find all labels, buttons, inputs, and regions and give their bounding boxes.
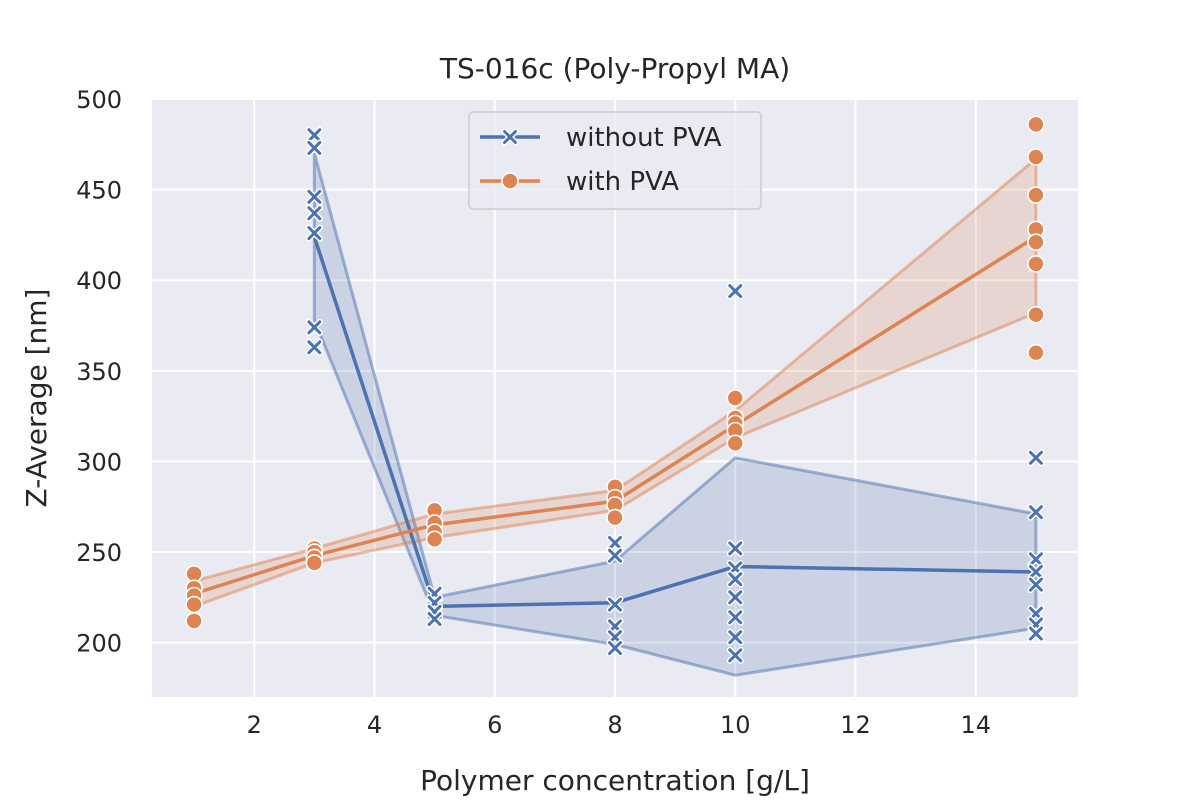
data-points (185, 115, 1045, 664)
data-point-without-pva (1027, 625, 1045, 643)
y-tick-label: 200 (76, 630, 122, 658)
data-point-with-pva (1027, 186, 1045, 204)
data-point-with-pva (185, 595, 203, 614)
data-point-with-pva (305, 554, 324, 572)
x-tick-label: 8 (607, 711, 622, 739)
data-point-without-pva (305, 188, 323, 206)
data-point-without-pva (606, 596, 624, 614)
data-point-with-pva (1027, 233, 1045, 251)
y-tick-label: 250 (76, 539, 122, 567)
y-tick-labels: 200 250 300 350 400 450 500 (76, 86, 122, 658)
chart-title: TS-016c (Poly-Propyl MA) (439, 52, 790, 85)
data-point-without-pva (606, 639, 624, 657)
data-point-without-pva (1027, 449, 1045, 467)
x-tick-label: 10 (720, 711, 751, 739)
data-point-without-pva (606, 534, 624, 552)
legend-circle-marker (501, 172, 519, 190)
y-tick-label: 500 (76, 86, 122, 114)
data-point-without-pva (726, 646, 744, 664)
x-tick-label: 12 (840, 711, 871, 739)
data-point-without-pva (1027, 563, 1045, 581)
legend-marker-x (501, 128, 519, 146)
legend-label-without-pva: without PVA (566, 123, 722, 153)
y-tick-label: 350 (76, 358, 122, 386)
x-tick-label: 4 (367, 711, 382, 739)
data-point-without-pva (305, 126, 323, 144)
legend-label-with-pva: with PVA (566, 167, 679, 197)
data-point-without-pva (726, 628, 744, 646)
data-point-without-pva (1027, 576, 1045, 594)
y-tick-label: 400 (76, 267, 122, 295)
data-point-with-pva (606, 508, 624, 527)
data-point-without-pva (305, 139, 323, 157)
series-line-with-pva (193, 235, 1037, 596)
data-point-without-pva (305, 204, 323, 222)
data-point-without-pva (305, 224, 323, 242)
data-point-without-pva (726, 608, 744, 626)
data-point-without-pva (305, 338, 323, 356)
y-axis-title: Z-Average [nm] (20, 289, 53, 508)
data-point-with-pva (1027, 305, 1045, 324)
data-point-with-pva (425, 530, 444, 549)
data-point-without-pva (1027, 503, 1045, 521)
data-point-with-pva (185, 564, 203, 583)
legend-marker-circle (501, 172, 519, 190)
data-point-with-pva (1027, 148, 1045, 166)
data-point-with-pva (726, 434, 745, 453)
data-point-without-pva (305, 318, 323, 336)
x-tick-label: 6 (487, 711, 502, 739)
data-point-with-pva (1027, 115, 1045, 134)
x-axis-title: Polymer concentration [g/L] (420, 764, 810, 797)
x-tick-label: 2 (247, 711, 262, 739)
data-point-with-pva (1027, 343, 1045, 362)
data-point-with-pva (1027, 255, 1045, 273)
data-point-with-pva (185, 612, 203, 630)
data-point-without-pva (1027, 550, 1045, 568)
legend-box (468, 111, 762, 210)
data-point-without-pva (606, 547, 624, 565)
data-point-without-pva (426, 610, 444, 628)
data-point-with-pva (726, 389, 745, 407)
legend-x-marker (501, 128, 519, 146)
data-point-without-pva (726, 588, 744, 606)
legend: without PVA with PVA (468, 111, 762, 210)
y-tick-label: 450 (76, 177, 122, 205)
data-point-without-pva (726, 570, 744, 588)
x-tick-labels: 2 4 6 8 10 12 14 (247, 711, 991, 739)
y-tick-label: 300 (76, 448, 122, 476)
data-point-without-pva (726, 282, 744, 300)
x-tick-label: 14 (961, 711, 992, 739)
data-point-without-pva (726, 539, 744, 557)
